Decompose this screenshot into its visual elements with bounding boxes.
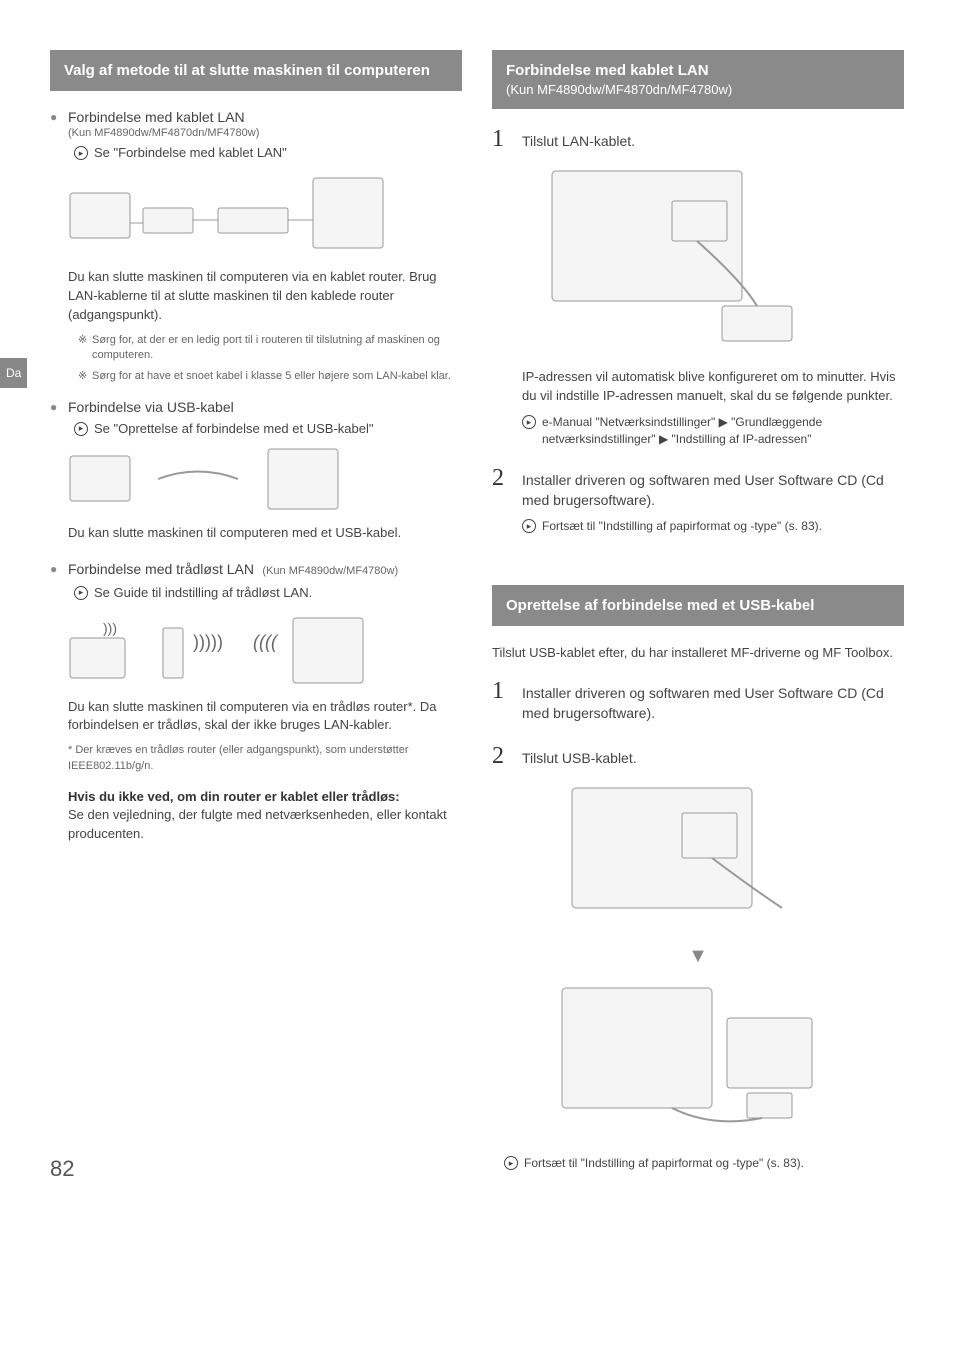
note-item: Sørg for, at der er en ledig port til i …	[78, 333, 462, 364]
usb-diagram-icon	[68, 444, 368, 514]
right-column: Forbindelse med kablet LAN (Kun MF4890dw…	[492, 50, 904, 1172]
wlan-diagram-icon: ))) ))))) ((((	[68, 608, 368, 688]
step-text: Installer driveren og softwaren med User…	[522, 470, 904, 511]
page-content: Valg af metode til at slutte maskinen ti…	[0, 0, 954, 1212]
ref-link-emanual: ▸ e-Manual "Netværksindstillinger" ▶ "Gr…	[492, 414, 904, 448]
language-tab: Da	[0, 358, 27, 388]
illustration-usb	[68, 444, 462, 514]
ref-link-wlan: ▸ Se Guide til indstilling af trådløst L…	[50, 585, 462, 600]
bullet-title: Forbindelse med kablet LAN	[68, 109, 462, 125]
body-text-wlan: Du kan slutte maskinen til computeren vi…	[50, 698, 462, 736]
unsure-title: Hvis du ikke ved, om din router er kable…	[50, 788, 462, 806]
ref-link-usb: ▸ Se "Oprettelse af forbindelse med et U…	[50, 421, 462, 436]
body-text-usb: Du kan slutte maskinen til computeren me…	[50, 524, 462, 543]
left-column: Valg af metode til at slutte maskinen ti…	[50, 50, 462, 1172]
ref-text: Se "Oprettelse af forbindelse med et USB…	[94, 421, 373, 436]
arrow-right-icon: ▸	[522, 415, 536, 429]
illustration-wlan: ))) ))))) ((((	[68, 608, 462, 688]
page-number: 82	[50, 1156, 74, 1182]
illustration-usb-cable-1	[552, 778, 904, 933]
bullet-models: (Kun MF4890dw/MF4780w)	[262, 565, 398, 577]
step-number: 1	[492, 679, 510, 724]
down-arrow-icon: ▼	[492, 945, 904, 968]
footnote-wlan: * Der kræves en trådløs router (eller ad…	[50, 743, 462, 774]
note-item: Sørg for at have et snoet kabel i klasse…	[78, 369, 462, 384]
step-body-text: IP-adressen vil automatisk blive konfigu…	[492, 368, 904, 406]
section-header-usb: Oprettelse af forbindelse med et USB-kab…	[492, 585, 904, 626]
section-header-choose-method: Valg af metode til at slutte maskinen ti…	[50, 50, 462, 91]
svg-text:))))): )))))	[193, 632, 223, 652]
step-number: 2	[492, 744, 510, 768]
usb-intro-text: Tilslut USB-kablet efter, du har install…	[492, 644, 904, 663]
step-1-lan: 1 Tilslut LAN-kablet.	[492, 127, 904, 151]
bullet-wlan: Forbindelse med trådløst LAN (Kun MF4890…	[50, 561, 462, 579]
arrow-right-icon: ▸	[74, 586, 88, 600]
svg-text:))): )))	[103, 620, 117, 636]
step-text: Tilslut USB-kablet.	[522, 748, 904, 768]
illustration-usb-cable-2	[552, 978, 904, 1143]
bullet-title: Forbindelse med trådløst LAN	[68, 561, 254, 577]
printer-usb-back-icon	[552, 778, 812, 928]
ref-text: e-Manual "Netværksindstillinger" ▶ "Grun…	[542, 414, 904, 448]
svg-text:((((: ((((	[253, 632, 279, 652]
step-2-lan: 2 Installer driveren og softwaren med Us…	[492, 466, 904, 535]
section-header-wired-lan: Forbindelse med kablet LAN (Kun MF4890dw…	[492, 50, 904, 109]
body-text-lan: Du kan slutte maskinen til computeren vi…	[50, 268, 462, 325]
ref-text: Fortsæt til "Indstilling af papirformat …	[542, 518, 822, 535]
step-text: Tilslut LAN-kablet.	[522, 131, 904, 151]
ref-text: Se "Forbindelse med kablet LAN"	[94, 145, 287, 160]
bullet-wired-lan: Forbindelse med kablet LAN (Kun MF4890dw…	[50, 109, 462, 139]
lan-diagram-icon	[68, 168, 388, 258]
header-models: (Kun MF4890dw/MF4870dn/MF4780w)	[506, 81, 890, 99]
arrow-right-icon: ▸	[74, 146, 88, 160]
illustration-lan-cable	[522, 161, 904, 356]
arrow-right-icon: ▸	[504, 1156, 518, 1170]
ref-text: Se Guide til indstilling af trådløst LAN…	[94, 585, 312, 600]
arrow-right-icon: ▸	[74, 422, 88, 436]
bullet-usb: Forbindelse via USB-kabel	[50, 399, 462, 415]
unsure-body: Se den vejledning, der fulgte med netvær…	[50, 806, 462, 844]
illustration-lan	[68, 168, 462, 258]
ref-text: Fortsæt til "Indstilling af papirformat …	[524, 1155, 804, 1172]
step-text: Installer driveren og softwaren med User…	[522, 683, 904, 724]
step-2-usb: 2 Tilslut USB-kablet.	[492, 744, 904, 768]
ref-link-continue: ▸ Fortsæt til "Indstilling af papirforma…	[522, 518, 904, 535]
printer-computer-usb-icon	[552, 978, 832, 1138]
step-number: 1	[492, 127, 510, 151]
bullet-title: Forbindelse via USB-kabel	[68, 399, 462, 415]
step-1-usb: 1 Installer driveren og softwaren med Us…	[492, 679, 904, 724]
note-list-lan: Sørg for, at der er en ledig port til i …	[50, 333, 462, 385]
arrow-right-icon: ▸	[522, 519, 536, 533]
printer-lan-icon	[522, 161, 822, 351]
bullet-models: (Kun MF4890dw/MF4870dn/MF4780w)	[68, 127, 462, 139]
step-number: 2	[492, 466, 510, 535]
ref-link-lan: ▸ Se "Forbindelse med kablet LAN"	[50, 145, 462, 160]
ref-link-continue-usb: ▸ Fortsæt til "Indstilling af papirforma…	[492, 1155, 904, 1172]
header-title: Forbindelse med kablet LAN	[506, 60, 890, 81]
